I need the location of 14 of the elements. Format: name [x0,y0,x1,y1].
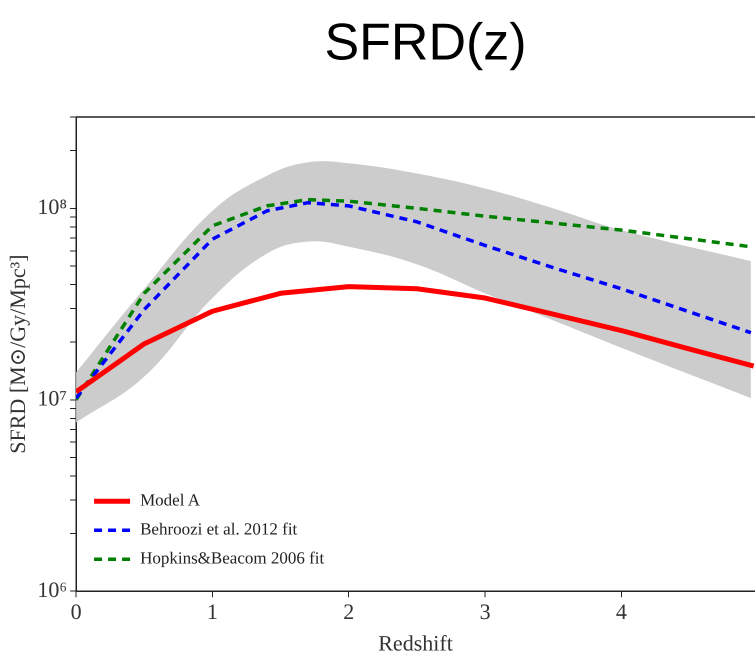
x-tick-label: 2 [343,599,354,624]
legend-label: Behroozi et al. 2012 fit [140,520,298,539]
legend-label: Model A [140,490,201,510]
x-tick-label: 4 [616,599,627,624]
chart-title: SFRD(z) [324,13,527,72]
x-axis-title: Redshift [378,630,453,656]
y-tick-label: 10⁶ [37,576,68,602]
x-tick-label: 1 [206,599,218,624]
legend-label: Hopkins&Beacom 2006 fit [140,548,324,568]
x-tick-label: 3 [480,599,491,624]
y-axis-title: SFRD [M⊙/Gy/Mpc³] [4,254,30,454]
y-tick-label: 10⁷ [37,386,68,411]
y-tick-label: 10⁸ [37,194,68,220]
x-tick-label: 0 [70,599,82,624]
